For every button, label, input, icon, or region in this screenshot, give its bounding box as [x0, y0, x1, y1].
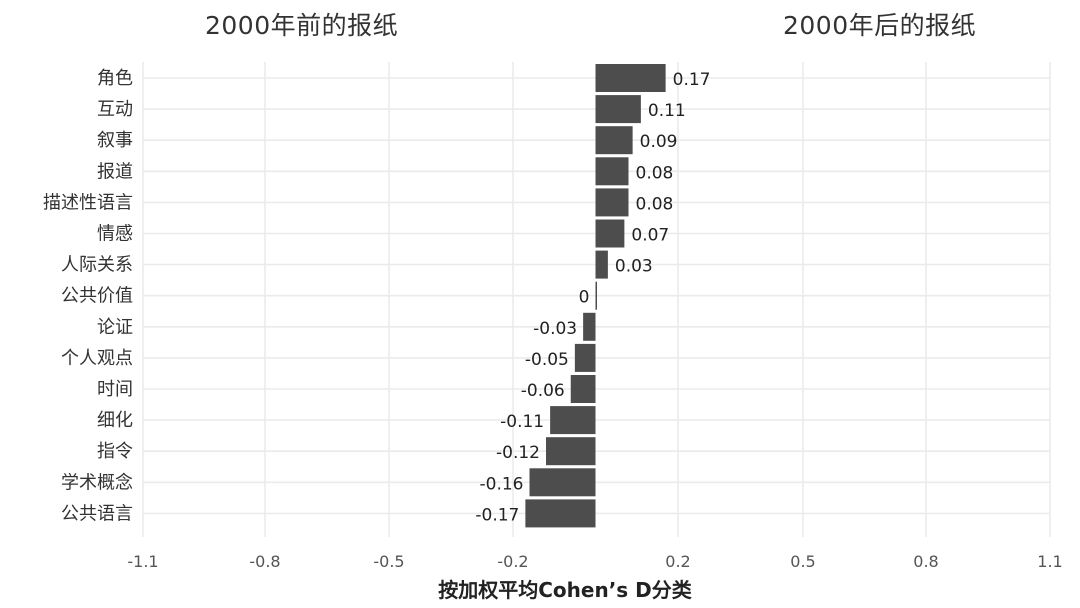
- category-label: 细化: [97, 410, 133, 431]
- bar: [595, 250, 608, 279]
- bar: [595, 64, 666, 92]
- value-label: -0.06: [521, 381, 565, 401]
- x-tick-label: 0.8: [913, 552, 938, 571]
- right-panel-title: 2000年后的报纸: [783, 11, 977, 40]
- category-label: 情感: [97, 224, 133, 245]
- category-label: 描述性语言: [43, 192, 133, 213]
- category-label: 个人观点: [61, 348, 133, 369]
- value-label: -0.12: [496, 443, 540, 463]
- x-tick-label: -0.8: [249, 552, 280, 571]
- value-label: 0.11: [648, 101, 686, 121]
- bar: [595, 157, 629, 186]
- bar: [595, 188, 629, 217]
- value-labels: 0.17 0.11 0.09 0.08 0.08 0.07 0.03 0-0.03 -0.05 -…: [475, 70, 710, 525]
- category-label: 学术概念: [61, 471, 133, 493]
- value-label: 0.17: [673, 70, 711, 90]
- value-label: -0.05: [525, 350, 569, 370]
- category-label: 叙事: [97, 130, 133, 151]
- bar: [595, 95, 641, 124]
- category-label: 人际关系: [61, 255, 133, 276]
- value-label: 0.08: [636, 194, 674, 214]
- x-tick-label: 1.1: [1037, 552, 1062, 571]
- category-labels: 角色互动叙事报道描述性语言情感人际关系公共价值论证个人观点时间细化指令学术概念公…: [43, 68, 133, 524]
- category-label: 时间: [97, 379, 133, 400]
- bar: [570, 375, 596, 403]
- value-label: -0.11: [500, 412, 544, 432]
- value-label: 0.09: [640, 132, 678, 152]
- bar: [595, 281, 597, 310]
- x-axis-ticks: -1.1 -0.8 -0.5 -0.2 0.2 0.5 0.8 1.1: [127, 552, 1062, 571]
- x-tick-label: 0.5: [790, 552, 815, 571]
- bar: [574, 343, 596, 372]
- bar: [529, 468, 596, 497]
- category-label: 角色: [97, 68, 133, 89]
- value-label: -0.03: [533, 319, 577, 339]
- category-label: 论证: [97, 317, 133, 338]
- value-label: -0.16: [480, 474, 524, 494]
- bar: [525, 499, 596, 528]
- value-label: 0.07: [631, 226, 669, 246]
- x-tick-label: -0.5: [373, 552, 404, 571]
- category-label: 报道: [97, 161, 133, 182]
- x-axis-title: 按加权平均Cohen’s D分类: [438, 578, 692, 602]
- x-tick-label: -0.2: [497, 552, 528, 571]
- value-label: -0.17: [475, 505, 519, 525]
- category-label: 公共价值: [61, 286, 133, 307]
- category-label: 指令: [97, 441, 133, 462]
- x-tick-label: -1.1: [127, 552, 158, 571]
- bar: [546, 437, 596, 466]
- value-label: 0: [579, 288, 590, 308]
- bar: [595, 126, 633, 155]
- bar: [550, 406, 596, 435]
- value-label: 0.03: [615, 257, 653, 277]
- category-label: 公共语言: [61, 503, 133, 524]
- x-tick-label: 0.2: [665, 552, 690, 571]
- bar: [595, 219, 625, 248]
- bar-layer: [525, 64, 666, 528]
- bar: [583, 312, 596, 341]
- left-panel-title: 2000年前的报纸: [205, 11, 399, 40]
- category-label: 互动: [97, 99, 133, 120]
- value-label: 0.08: [636, 163, 674, 183]
